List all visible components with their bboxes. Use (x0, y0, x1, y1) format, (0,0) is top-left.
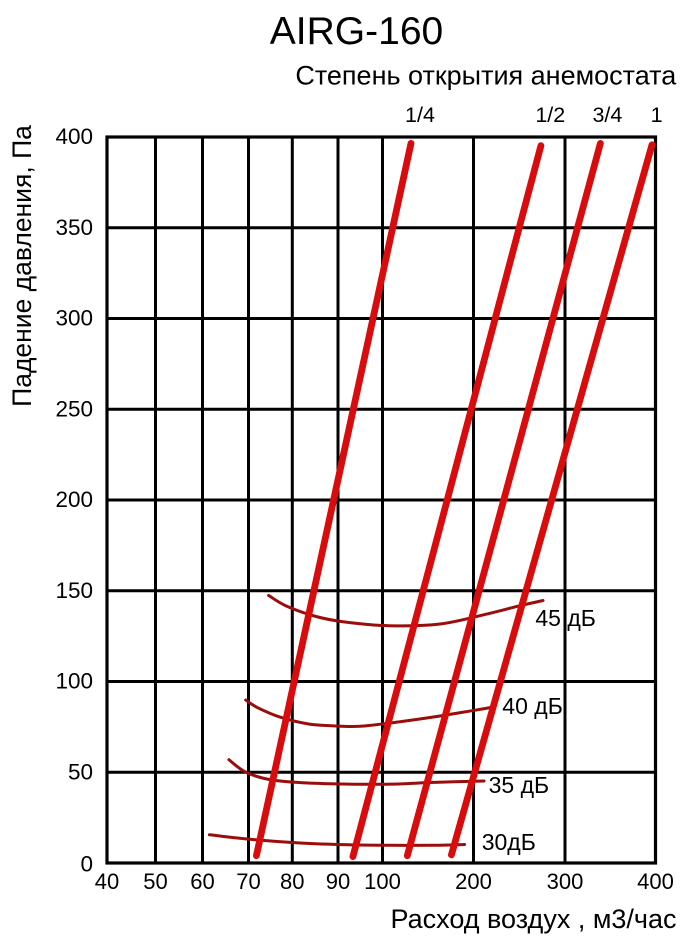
svg-text:Степень открытия анемостата: Степень открытия анемостата (295, 61, 677, 91)
svg-text:60: 60 (190, 869, 214, 894)
svg-text:0: 0 (80, 852, 93, 877)
svg-text:350: 350 (55, 215, 93, 240)
svg-text:AIRG-160: AIRG-160 (270, 10, 443, 53)
svg-text:45 дБ: 45 дБ (535, 605, 596, 631)
svg-text:1/4: 1/4 (405, 103, 435, 127)
svg-text:90: 90 (326, 869, 350, 894)
svg-text:Расход воздух , м3/час: Расход воздух , м3/час (391, 904, 677, 934)
svg-text:50: 50 (143, 869, 167, 894)
svg-text:400: 400 (637, 869, 674, 894)
svg-text:Падение давления, Па: Падение давления, Па (7, 125, 37, 407)
svg-text:1: 1 (651, 103, 663, 127)
svg-text:1/2: 1/2 (535, 103, 565, 127)
svg-text:35 дБ: 35 дБ (489, 772, 549, 798)
svg-text:200: 200 (55, 487, 93, 512)
svg-text:40 дБ: 40 дБ (502, 693, 563, 719)
svg-text:400: 400 (55, 124, 93, 149)
svg-text:100: 100 (55, 669, 93, 694)
svg-text:300: 300 (547, 869, 584, 894)
svg-text:200: 200 (455, 869, 492, 894)
svg-text:30дБ: 30дБ (482, 829, 536, 855)
svg-text:250: 250 (55, 396, 93, 421)
svg-text:70: 70 (236, 869, 260, 894)
svg-text:3/4: 3/4 (592, 103, 622, 127)
svg-text:300: 300 (55, 306, 93, 331)
svg-text:100: 100 (364, 869, 401, 894)
svg-text:80: 80 (280, 869, 304, 894)
svg-text:150: 150 (55, 578, 93, 603)
svg-text:50: 50 (68, 759, 93, 784)
svg-text:40: 40 (95, 869, 119, 894)
